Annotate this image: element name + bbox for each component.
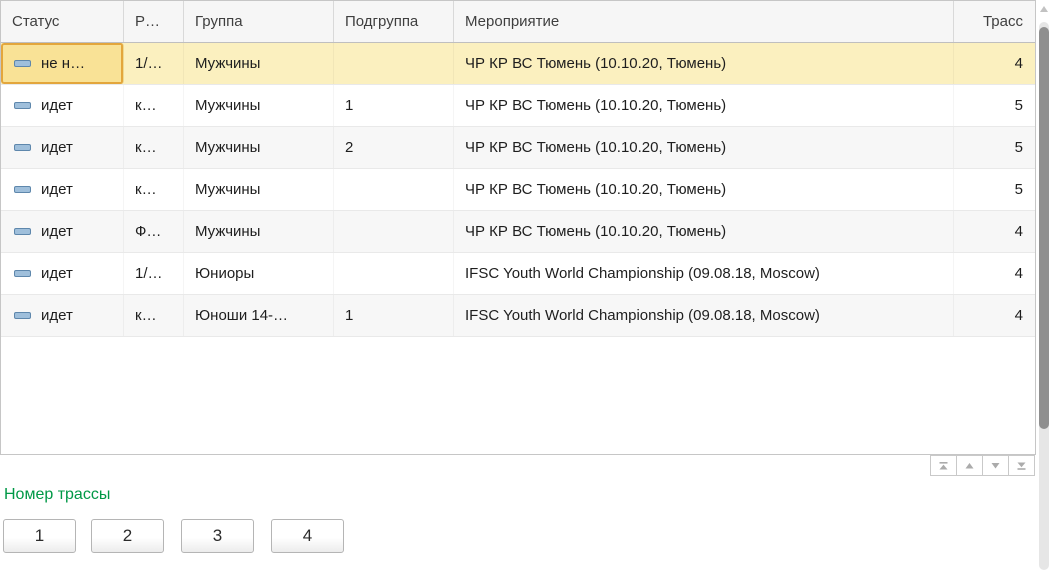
route-number-label: Номер трассы [4, 486, 111, 503]
row-event-cell[interactable]: ЧР КР ВС Тюмень (10.10.20, Тюмень) [454, 211, 954, 252]
scroll-to-top-button[interactable] [930, 455, 957, 476]
table-row[interactable]: идет к… Мужчины 2 ЧР КР ВС Тюмень (10.10.20,… [1, 127, 1035, 169]
status-dash-icon [14, 144, 31, 151]
scroll-down-button[interactable] [982, 455, 1009, 476]
table-row[interactable]: идет к… Мужчины ЧР КР ВС Тюмень (10.10.20, … [1, 169, 1035, 211]
status-text: идет [41, 97, 73, 114]
row-event-cell[interactable]: ЧР КР ВС Тюмень (10.10.20, Тюмень) [454, 85, 954, 126]
status-text: идет [41, 223, 73, 240]
route-2-button[interactable]: 2 [91, 519, 164, 553]
row-routes-cell[interactable]: 5 [1014, 139, 1023, 156]
table-row[interactable]: идет к… Юноши 14-… 1 IFSC Youth World Champi… [1, 295, 1035, 337]
column-header-event[interactable]: Мероприятие [454, 1, 954, 42]
row-status-cell[interactable]: идет [1, 127, 124, 168]
row-subgroup-cell[interactable]: 1 [334, 85, 454, 126]
route-4-button[interactable]: 4 [271, 519, 344, 553]
row-status-cell[interactable]: идет [1, 253, 124, 294]
vertical-scrollbar [1037, 0, 1051, 570]
table-row[interactable]: идет Ф… Мужчины ЧР КР ВС Тюмень (10.10.20, … [1, 211, 1035, 253]
row-subgroup-cell[interactable] [334, 43, 454, 84]
row-group-cell[interactable]: Мужчины [184, 43, 334, 84]
row-group-cell[interactable]: Мужчины [184, 127, 334, 168]
scrollbar-up-arrow-icon[interactable] [1040, 6, 1048, 12]
row-round-cell[interactable]: к… [124, 127, 184, 168]
row-group-cell[interactable]: Мужчины [184, 169, 334, 210]
status-text: идет [41, 139, 73, 156]
status-dash-icon [14, 312, 31, 319]
row-status-cell[interactable]: идет [1, 211, 124, 252]
scroll-up-button[interactable] [956, 455, 983, 476]
table-row[interactable]: идет к… Мужчины 1 ЧР КР ВС Тюмень (10.10.20,… [1, 85, 1035, 127]
row-round-cell[interactable]: Ф… [124, 211, 184, 252]
row-status-cell[interactable]: идет [1, 295, 124, 336]
status-dash-icon [14, 186, 31, 193]
row-subgroup-cell[interactable] [334, 211, 454, 252]
column-header-round[interactable]: Р… [124, 1, 184, 42]
row-routes-cell[interactable]: 4 [1014, 223, 1023, 240]
table-scroll-toolbar [930, 455, 1035, 476]
row-round-cell[interactable]: к… [124, 85, 184, 126]
column-header-subgroup[interactable]: Подгруппа [334, 1, 454, 42]
row-routes-cell[interactable]: 4 [1014, 55, 1023, 72]
column-header-routes[interactable]: Трасс [982, 13, 1023, 30]
table-row[interactable]: не н… 1/… Мужчины ЧР КР ВС Тюмень (10.10.20… [1, 43, 1035, 85]
route-3-button[interactable]: 3 [181, 519, 254, 553]
status-text: не н… [41, 55, 86, 72]
table-body: не н… 1/… Мужчины ЧР КР ВС Тюмень (10.10.20… [1, 43, 1035, 337]
scrollbar-thumb[interactable] [1039, 27, 1049, 429]
status-text: идет [41, 307, 73, 324]
scroll-to-top-icon [939, 461, 948, 469]
scroll-up-icon [965, 462, 974, 468]
row-group-cell[interactable]: Юноши 14-… [184, 295, 334, 336]
row-event-cell[interactable]: IFSC Youth World Championship (09.08.18,… [454, 253, 954, 294]
row-group-cell[interactable]: Юниоры [184, 253, 334, 294]
row-subgroup-cell[interactable]: 1 [334, 295, 454, 336]
status-dash-icon [14, 60, 31, 67]
row-subgroup-cell[interactable] [334, 169, 454, 210]
column-header-status[interactable]: Статус [1, 1, 124, 42]
status-dash-icon [14, 270, 31, 277]
row-round-cell[interactable]: 1/… [124, 253, 184, 294]
status-text: идет [41, 265, 73, 282]
scroll-to-bottom-button[interactable] [1008, 455, 1035, 476]
row-subgroup-cell[interactable] [334, 253, 454, 294]
row-status-cell[interactable]: идет [1, 85, 124, 126]
status-dash-icon [14, 228, 31, 235]
scroll-down-icon [991, 462, 1000, 468]
row-routes-cell[interactable]: 5 [1014, 181, 1023, 198]
column-header-group[interactable]: Группа [184, 1, 334, 42]
status-text: идет [41, 181, 73, 198]
row-routes-cell[interactable]: 5 [1014, 97, 1023, 114]
row-round-cell[interactable]: к… [124, 169, 184, 210]
row-round-cell[interactable]: 1/… [124, 43, 184, 84]
row-group-cell[interactable]: Мужчины [184, 85, 334, 126]
table-row[interactable]: идет 1/… Юниоры IFSC Youth World Championsh… [1, 253, 1035, 295]
row-routes-cell[interactable]: 4 [1014, 307, 1023, 324]
row-status-cell[interactable]: идет [1, 169, 124, 210]
status-dash-icon [14, 102, 31, 109]
row-routes-cell[interactable]: 4 [1014, 265, 1023, 282]
row-group-cell[interactable]: Мужчины [184, 211, 334, 252]
results-table: Статус Р… Группа Подгруппа Мероприятие Т… [0, 0, 1036, 455]
route-1-button[interactable]: 1 [3, 519, 76, 553]
row-event-cell[interactable]: ЧР КР ВС Тюмень (10.10.20, Тюмень) [454, 127, 954, 168]
row-status-cell[interactable]: не н… [1, 43, 124, 84]
table-header: Статус Р… Группа Подгруппа Мероприятие Т… [1, 1, 1035, 43]
row-event-cell[interactable]: ЧР КР ВС Тюмень (10.10.20, Тюмень) [454, 43, 954, 84]
row-event-cell[interactable]: ЧР КР ВС Тюмень (10.10.20, Тюмень) [454, 169, 954, 210]
row-subgroup-cell[interactable]: 2 [334, 127, 454, 168]
row-round-cell[interactable]: к… [124, 295, 184, 336]
row-event-cell[interactable]: IFSC Youth World Championship (09.08.18,… [454, 295, 954, 336]
scroll-to-bottom-icon [1017, 462, 1026, 470]
